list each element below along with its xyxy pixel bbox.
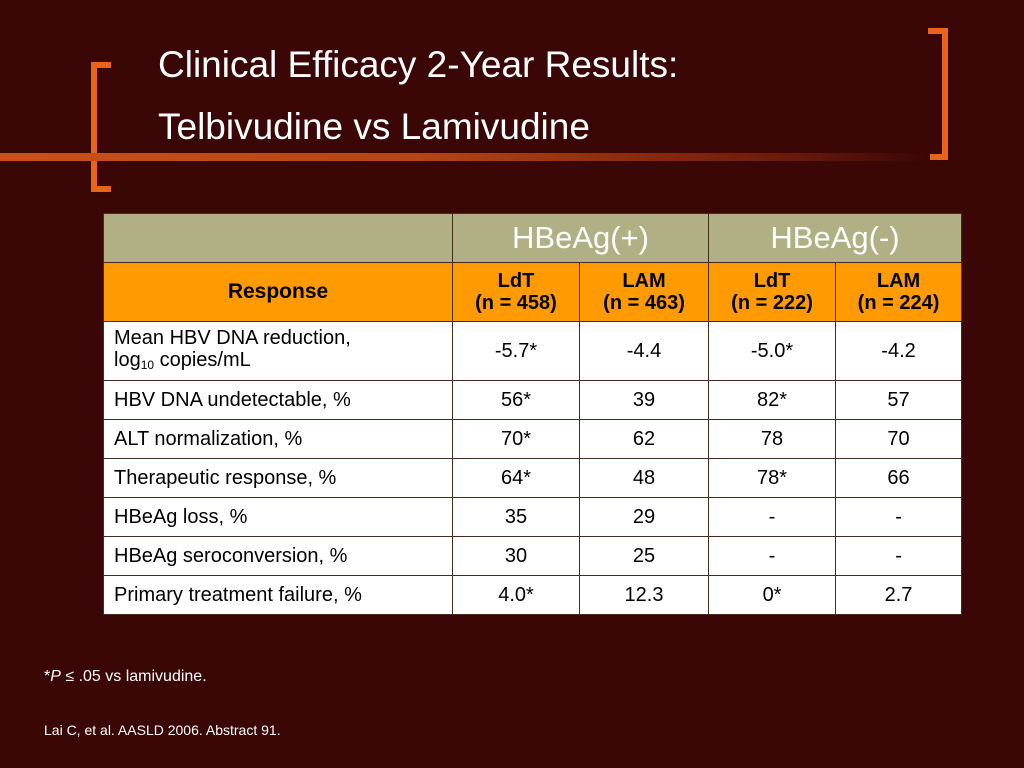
column-header: LdT (n = 458): [452, 262, 580, 322]
column-drug: LAM: [622, 270, 666, 292]
row-label: Primary treatment failure, %: [103, 575, 453, 615]
table-cell: 78: [708, 419, 837, 459]
table-row: Primary treatment failure, % 4.0* 12.3 0…: [103, 575, 963, 615]
table-cell: 78*: [708, 458, 837, 498]
slide-title: Clinical Efficacy 2-Year Results: Telbiv…: [158, 34, 678, 158]
table-cell: -: [708, 536, 837, 576]
right-bracket-decoration: [928, 28, 948, 160]
row-label-log: log: [114, 348, 141, 371]
column-n: (n = 224): [857, 292, 940, 314]
table-cell: 64*: [452, 458, 580, 498]
row-label: ALT normalization, %: [103, 419, 453, 459]
table-cell: 35: [452, 497, 580, 537]
table-cell: 57: [835, 380, 963, 420]
table-cell: 0*: [708, 575, 837, 615]
table-cell: -5.7*: [452, 321, 580, 381]
table-cell: -4.2: [835, 321, 963, 381]
table-row: HBV DNA undetectable, % 56* 39 82* 57: [103, 380, 963, 420]
row-label: HBV DNA undetectable, %: [103, 380, 453, 420]
table-cell: -4.4: [578, 321, 710, 381]
table-row: Mean HBV DNA reduction, log10 copies/mL -…: [103, 321, 963, 381]
table-cell: 4.0*: [452, 575, 580, 615]
results-table: HBeAg(+) HBeAg(-) Response LdT (n = 458) …: [103, 213, 963, 615]
table-cell: 25: [578, 536, 710, 576]
table-cell: 66: [835, 458, 963, 498]
table-cell: -: [835, 497, 963, 537]
table-row: HBeAg loss, % 35 29 - -: [103, 497, 963, 537]
footnote-text: ≤ .05 vs lamivudine.: [60, 668, 207, 685]
column-n: (n = 463): [603, 292, 685, 314]
group-header-row: HBeAg(+) HBeAg(-): [103, 213, 963, 263]
accent-bar: [0, 153, 930, 161]
response-header: Response: [103, 262, 453, 322]
row-label: Therapeutic response, %: [103, 458, 453, 498]
table-cell: 56*: [452, 380, 580, 420]
row-label: Mean HBV DNA reduction, log10 copies/mL: [103, 321, 453, 381]
left-bracket-decoration: [91, 62, 111, 192]
footnote-star: *: [44, 668, 51, 685]
table-cell: -: [835, 536, 963, 576]
table-cell: 30: [452, 536, 580, 576]
column-n: (n = 458): [475, 292, 557, 314]
column-header: LAM (n = 224): [835, 262, 963, 322]
table-row: HBeAg seroconversion, % 30 25 - -: [103, 536, 963, 576]
table-cell: 70: [835, 419, 963, 459]
group-header-hbeag-negative: HBeAg(-): [708, 213, 963, 263]
row-label-units: copies/mL: [154, 348, 251, 371]
table-cell: -: [708, 497, 837, 537]
row-label: HBeAg seroconversion, %: [103, 536, 453, 576]
column-header-row: Response LdT (n = 458) LAM (n = 463) LdT (n…: [103, 262, 963, 322]
column-n: (n = 222): [731, 292, 813, 314]
row-label: HBeAg loss, %: [103, 497, 453, 537]
table-cell: 62: [578, 419, 710, 459]
table-cell: -5.0*: [708, 321, 837, 381]
table-cell: 48: [578, 458, 710, 498]
title-line-2: Telbivudine vs Lamivudine: [158, 106, 590, 147]
blank-header-cell: [103, 213, 453, 263]
column-header: LdT (n = 222): [708, 262, 837, 322]
column-drug: LAM: [876, 270, 921, 292]
footnote: *P ≤ .05 vs lamivudine.: [44, 668, 207, 686]
citation: Lai C, et al. AASLD 2006. Abstract 91.: [44, 722, 281, 738]
table-cell: 12.3: [578, 575, 710, 615]
group-header-hbeag-positive: HBeAg(+): [451, 213, 710, 263]
table-cell: 82*: [708, 380, 837, 420]
table-row: ALT normalization, % 70* 62 78 70: [103, 419, 963, 459]
row-label-subscript: 10: [140, 357, 155, 372]
table-cell: 39: [578, 380, 710, 420]
column-drug: LdT: [753, 270, 791, 292]
footnote-p: P: [50, 668, 61, 685]
title-line-1: Clinical Efficacy 2-Year Results:: [158, 44, 679, 85]
column-header: LAM (n = 463): [578, 262, 710, 322]
table-cell: 29: [578, 497, 710, 537]
table-row: Therapeutic response, % 64* 48 78* 66: [103, 458, 963, 498]
row-label-line-1: Mean HBV DNA reduction,: [114, 326, 351, 349]
table-cell: 70*: [452, 419, 580, 459]
column-drug: LdT: [497, 270, 535, 292]
table-cell: 2.7: [835, 575, 963, 615]
